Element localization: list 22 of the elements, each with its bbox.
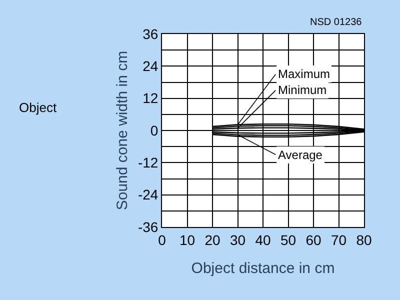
x-tick-label: 80 <box>356 232 372 248</box>
text: Maximum <box>278 67 330 81</box>
y-tick-label: 36 <box>142 26 158 42</box>
y-tick-label: -24 <box>138 186 158 203</box>
y-tick-label: 24 <box>142 58 158 74</box>
x-tick-label: 20 <box>204 232 220 248</box>
x-tick-label: 10 <box>179 232 196 248</box>
x-tick-label: 40 <box>255 232 271 248</box>
x-tick-label: 50 <box>280 232 296 248</box>
y-axis-title: Sound cone width in cm <box>114 50 132 210</box>
text: Minimum <box>278 83 327 97</box>
y-tick-label: -12 <box>138 154 158 171</box>
y-tick-label: 12 <box>142 90 158 106</box>
text: NSD 01236 <box>310 17 362 28</box>
x-tick-label: 60 <box>306 232 322 248</box>
text: Object <box>19 100 57 115</box>
x-tick-label: 30 <box>230 232 246 248</box>
x-axis-title: Object distance in cm <box>191 260 335 277</box>
y-tick-label: 0 <box>150 122 158 138</box>
series-label: Average <box>278 148 323 162</box>
y-tick-label: -36 <box>138 218 158 235</box>
x-tick-label: 70 <box>330 232 347 248</box>
